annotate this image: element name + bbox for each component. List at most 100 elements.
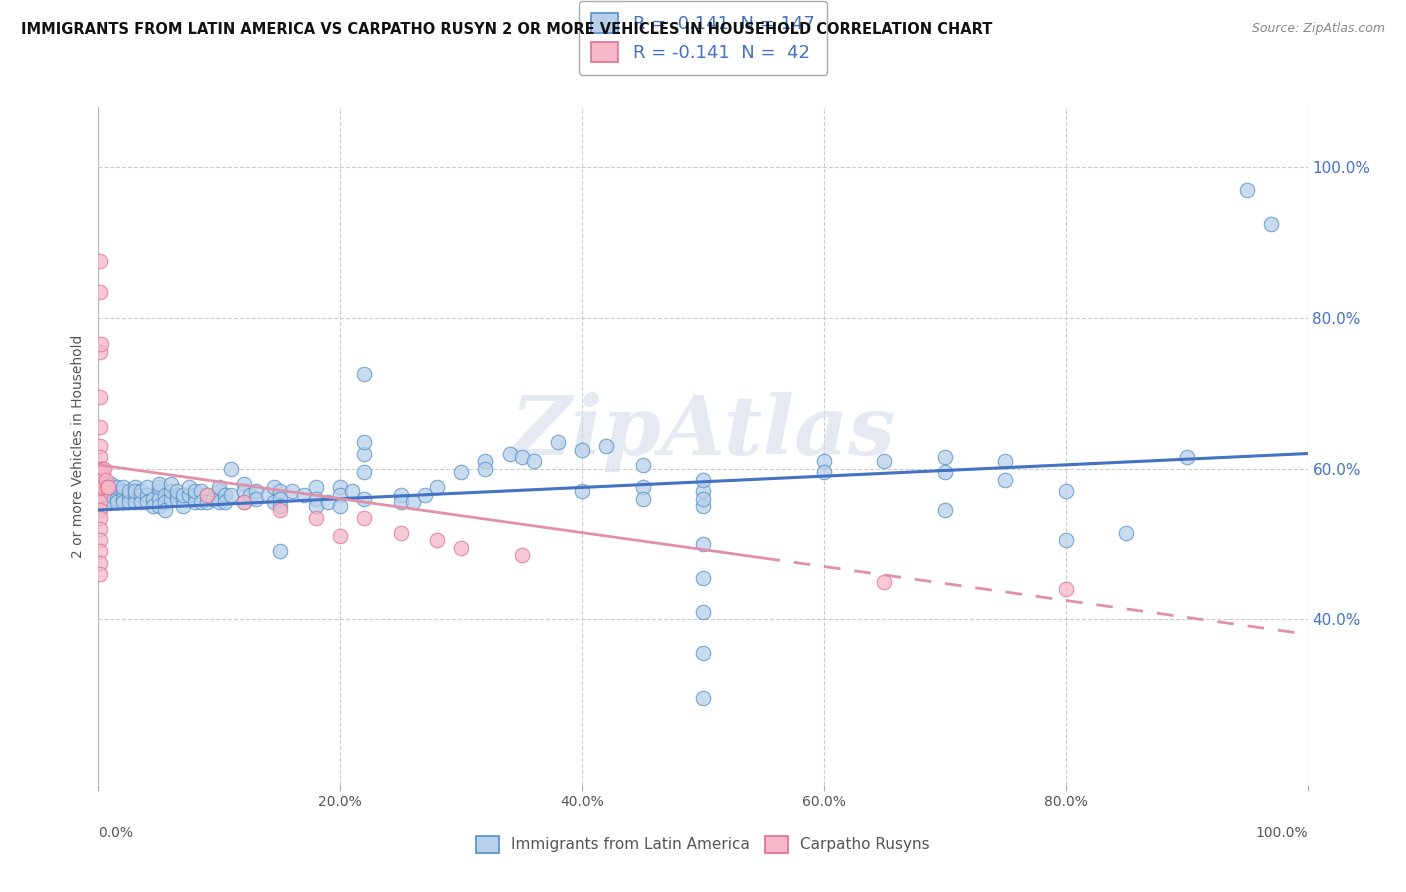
- Point: [245, 484, 267, 499]
- Point: [571, 442, 593, 457]
- Point: [184, 488, 207, 502]
- Point: [329, 529, 352, 543]
- Point: [96, 480, 118, 494]
- Point: [100, 488, 122, 502]
- Point: [142, 491, 165, 506]
- Point: [89, 556, 111, 570]
- Point: [232, 476, 254, 491]
- Point: [269, 544, 291, 558]
- Point: [994, 473, 1017, 487]
- Point: [96, 480, 118, 494]
- Point: [692, 484, 714, 499]
- Text: 100.0%: 100.0%: [1256, 826, 1308, 839]
- Point: [91, 476, 114, 491]
- Point: [89, 480, 111, 494]
- Point: [148, 500, 170, 514]
- Point: [124, 495, 146, 509]
- Point: [269, 503, 291, 517]
- Point: [184, 484, 207, 499]
- Point: [208, 491, 231, 506]
- Point: [91, 473, 114, 487]
- Point: [89, 495, 111, 509]
- Point: [1175, 450, 1198, 465]
- Point: [148, 476, 170, 491]
- Point: [692, 491, 714, 506]
- Point: [305, 480, 328, 494]
- Point: [402, 495, 425, 509]
- Point: [245, 491, 267, 506]
- Point: [813, 454, 835, 468]
- Point: [342, 484, 364, 499]
- Point: [89, 469, 111, 483]
- Point: [179, 488, 201, 502]
- Point: [256, 488, 278, 502]
- Point: [153, 503, 176, 517]
- Point: [160, 476, 183, 491]
- Point: [89, 503, 111, 517]
- Point: [94, 491, 117, 506]
- Point: [474, 454, 496, 468]
- Point: [89, 567, 111, 582]
- Point: [97, 491, 120, 506]
- Point: [89, 510, 111, 524]
- Point: [269, 500, 291, 514]
- Point: [142, 500, 165, 514]
- Point: [263, 480, 285, 494]
- Point: [93, 480, 115, 494]
- Point: [316, 495, 339, 509]
- Point: [97, 480, 120, 494]
- Point: [98, 488, 121, 502]
- Point: [214, 495, 236, 509]
- Point: [89, 495, 111, 509]
- Point: [111, 480, 134, 494]
- Point: [89, 480, 111, 494]
- Point: [89, 450, 111, 465]
- Point: [426, 533, 449, 548]
- Point: [93, 473, 115, 487]
- Point: [94, 495, 117, 509]
- Point: [93, 491, 115, 506]
- Point: [90, 476, 112, 491]
- Point: [148, 480, 170, 494]
- Point: [1115, 525, 1137, 540]
- Point: [208, 484, 231, 499]
- Point: [91, 488, 114, 502]
- Point: [153, 495, 176, 509]
- Point: [329, 480, 352, 494]
- Point: [934, 450, 956, 465]
- Point: [89, 439, 111, 453]
- Point: [90, 466, 112, 480]
- Point: [389, 525, 412, 540]
- Point: [873, 454, 896, 468]
- Point: [510, 548, 533, 562]
- Point: [214, 488, 236, 502]
- Point: [135, 495, 157, 509]
- Point: [1054, 533, 1077, 548]
- Point: [450, 466, 472, 480]
- Point: [90, 476, 112, 491]
- Point: [208, 480, 231, 494]
- Point: [353, 446, 375, 460]
- Point: [90, 337, 112, 351]
- Point: [221, 488, 243, 502]
- Point: [474, 461, 496, 475]
- Point: [184, 495, 207, 509]
- Point: [692, 605, 714, 619]
- Point: [90, 500, 112, 514]
- Point: [98, 480, 121, 494]
- Point: [100, 491, 122, 506]
- Point: [692, 646, 714, 660]
- Point: [281, 484, 304, 499]
- Point: [97, 484, 120, 499]
- Point: [100, 495, 122, 509]
- Point: [100, 484, 122, 499]
- Point: [232, 495, 254, 509]
- Point: [595, 439, 617, 453]
- Point: [353, 466, 375, 480]
- Point: [269, 484, 291, 499]
- Point: [232, 495, 254, 509]
- Point: [292, 488, 315, 502]
- Point: [232, 484, 254, 499]
- Text: ZipAtlas: ZipAtlas: [510, 392, 896, 473]
- Point: [100, 476, 122, 491]
